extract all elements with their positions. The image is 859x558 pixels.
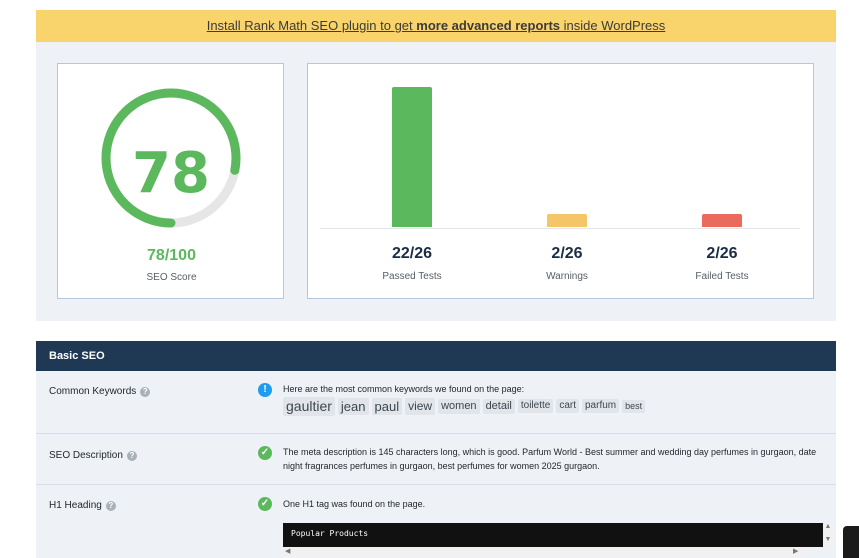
- score-fraction: 78/100: [147, 247, 196, 264]
- seo-description-text: The meta description is 145 characters l…: [283, 447, 817, 471]
- keyword-list: gaultier jean paul view women detail toilette c…: [283, 397, 646, 416]
- score-label: SEO Score: [146, 272, 197, 283]
- install-plugin-link[interactable]: Install Rank Math SEO plugin to get more…: [206, 18, 666, 33]
- seo-description-label: SEO Description ?: [49, 450, 137, 461]
- common-keywords-text: Here are the most common keywords we fou…: [283, 384, 525, 394]
- seo-score-card: 78 78/100 SEO Score: [57, 63, 284, 299]
- help-icon[interactable]: ?: [126, 450, 137, 461]
- help-icon[interactable]: ?: [140, 386, 151, 397]
- keyword-chip: paul: [371, 397, 403, 416]
- failed-tests-value: 2/26: [706, 245, 738, 262]
- keyword-chip: parfum: [582, 399, 620, 414]
- keyword-chip: jean: [337, 397, 369, 416]
- check-icon: ✓: [258, 446, 272, 460]
- code-horizontal-scrollbar[interactable]: ◀ ▶: [283, 547, 803, 557]
- check-icon: ✓: [258, 497, 272, 511]
- seo-description-row: SEO Description ? ✓ The meta description…: [36, 434, 836, 485]
- chart-baseline: [320, 228, 800, 229]
- summary-panel: 78 78/100 SEO Score 22/26 Passed Tests 2…: [36, 42, 836, 321]
- passed-tests-value: 22/26: [391, 245, 433, 262]
- warnings-value: 2/26: [551, 245, 583, 262]
- keyword-chip: view: [405, 398, 436, 415]
- score-number: 78: [132, 141, 210, 206]
- common-keywords-label: Common Keywords ?: [49, 386, 151, 397]
- common-keywords-row: Common Keywords ? ! Here are the most co…: [36, 371, 836, 434]
- bar-warnings: [547, 214, 587, 227]
- basic-seo-section: Basic SEO Common Keywords ? ! Here are t…: [36, 341, 836, 558]
- basic-seo-header: Basic SEO: [36, 341, 836, 371]
- scroll-up-icon[interactable]: ▲: [824, 523, 832, 530]
- failed-tests-label: Failed Tests: [695, 271, 749, 282]
- bar-failed-tests: [702, 214, 742, 227]
- keyword-chip: cart: [556, 399, 579, 414]
- score-gauge: 78: [99, 86, 243, 230]
- warnings-label: Warnings: [546, 271, 588, 282]
- h1-heading-row: H1 Heading ? ✓ One H1 tag was found on t…: [36, 485, 836, 558]
- keyword-chip: best: [622, 400, 646, 413]
- keyword-chip: women: [438, 398, 480, 414]
- scroll-down-icon[interactable]: ▼: [824, 536, 832, 543]
- h1-heading-text: One H1 tag was found on the page.: [283, 499, 426, 509]
- scroll-left-icon[interactable]: ◀: [285, 548, 291, 555]
- info-icon: !: [258, 383, 272, 397]
- floating-widget[interactable]: [843, 526, 859, 558]
- keyword-chip: gaultier: [283, 397, 335, 416]
- score-gauge-arc: [101, 88, 241, 228]
- h1-code-box: Popular Products: [283, 523, 823, 547]
- scroll-right-icon[interactable]: ▶: [793, 548, 799, 555]
- score-gauge-ring: [101, 88, 241, 228]
- tests-chart-card: 22/26 Passed Tests 2/26 Warnings 2/26 Fa…: [307, 63, 814, 299]
- passed-tests-label: Passed Tests: [382, 271, 442, 282]
- keyword-chip: toilette: [517, 399, 554, 414]
- help-icon[interactable]: ?: [105, 500, 116, 511]
- promo-banner: Install Rank Math SEO plugin to get more…: [36, 10, 836, 42]
- h1-heading-label: H1 Heading ?: [49, 500, 116, 511]
- bar-passed-tests: [392, 87, 432, 227]
- code-vertical-scrollbar[interactable]: ▲ ▼: [823, 523, 833, 547]
- keyword-chip: detail: [482, 398, 515, 414]
